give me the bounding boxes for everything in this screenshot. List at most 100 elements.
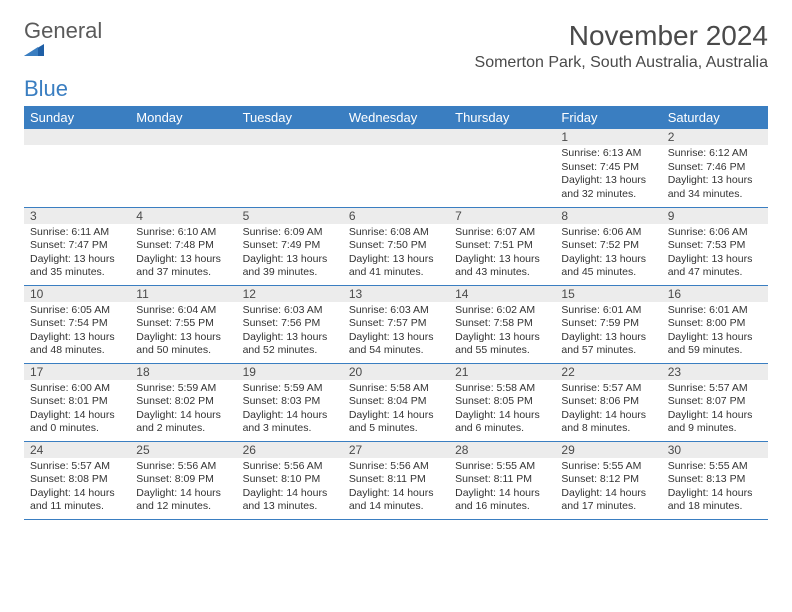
daylight-line: Daylight: 14 hours and 18 minutes.: [668, 487, 762, 514]
calendar-day-cell: 26Sunrise: 5:56 AMSunset: 8:10 PMDayligh…: [237, 441, 343, 519]
sunset-line: Sunset: 7:57 PM: [349, 317, 443, 331]
sunrise-line: Sunrise: 6:04 AM: [136, 304, 230, 318]
calendar-day-cell: 2Sunrise: 6:12 AMSunset: 7:46 PMDaylight…: [662, 129, 768, 207]
daylight-line: Daylight: 14 hours and 6 minutes.: [455, 409, 549, 436]
day-details: Sunrise: 6:00 AMSunset: 8:01 PMDaylight:…: [24, 380, 130, 441]
day-details: Sunrise: 6:05 AMSunset: 7:54 PMDaylight:…: [24, 302, 130, 363]
sunset-line: Sunset: 7:54 PM: [30, 317, 124, 331]
calendar-day-cell: 7Sunrise: 6:07 AMSunset: 7:51 PMDaylight…: [449, 207, 555, 285]
calendar-day-cell: [237, 129, 343, 207]
sunset-line: Sunset: 7:47 PM: [30, 239, 124, 253]
day-number: 8: [555, 208, 661, 224]
day-details: Sunrise: 5:58 AMSunset: 8:05 PMDaylight:…: [449, 380, 555, 441]
sunset-line: Sunset: 7:55 PM: [136, 317, 230, 331]
daylight-line: Daylight: 13 hours and 48 minutes.: [30, 331, 124, 358]
logo: General Blue: [24, 20, 102, 100]
calendar-week-row: 3Sunrise: 6:11 AMSunset: 7:47 PMDaylight…: [24, 207, 768, 285]
calendar-day-cell: 6Sunrise: 6:08 AMSunset: 7:50 PMDaylight…: [343, 207, 449, 285]
day-number: 18: [130, 364, 236, 380]
day-number: 3: [24, 208, 130, 224]
sunset-line: Sunset: 8:09 PM: [136, 473, 230, 487]
day-number: 12: [237, 286, 343, 302]
day-number-bar: [237, 129, 343, 145]
daylight-line: Daylight: 13 hours and 50 minutes.: [136, 331, 230, 358]
sunrise-line: Sunrise: 6:01 AM: [668, 304, 762, 318]
calendar-day-cell: [24, 129, 130, 207]
daylight-line: Daylight: 13 hours and 45 minutes.: [561, 253, 655, 280]
calendar-day-cell: 29Sunrise: 5:55 AMSunset: 8:12 PMDayligh…: [555, 441, 661, 519]
day-number: 21: [449, 364, 555, 380]
sunset-line: Sunset: 8:10 PM: [243, 473, 337, 487]
day-details: Sunrise: 6:07 AMSunset: 7:51 PMDaylight:…: [449, 224, 555, 285]
calendar-day-cell: 21Sunrise: 5:58 AMSunset: 8:05 PMDayligh…: [449, 363, 555, 441]
sunset-line: Sunset: 8:04 PM: [349, 395, 443, 409]
sunset-line: Sunset: 8:08 PM: [30, 473, 124, 487]
day-details: Sunrise: 5:57 AMSunset: 8:06 PMDaylight:…: [555, 380, 661, 441]
weekday-header: Tuesday: [237, 106, 343, 129]
sunrise-line: Sunrise: 6:06 AM: [561, 226, 655, 240]
daylight-line: Daylight: 13 hours and 34 minutes.: [668, 174, 762, 201]
calendar-day-cell: 24Sunrise: 5:57 AMSunset: 8:08 PMDayligh…: [24, 441, 130, 519]
calendar-day-cell: 11Sunrise: 6:04 AMSunset: 7:55 PMDayligh…: [130, 285, 236, 363]
day-number: 28: [449, 442, 555, 458]
calendar-day-cell: 4Sunrise: 6:10 AMSunset: 7:48 PMDaylight…: [130, 207, 236, 285]
day-details: Sunrise: 5:55 AMSunset: 8:13 PMDaylight:…: [662, 458, 768, 519]
calendar-day-cell: 15Sunrise: 6:01 AMSunset: 7:59 PMDayligh…: [555, 285, 661, 363]
day-number: 26: [237, 442, 343, 458]
sunset-line: Sunset: 7:58 PM: [455, 317, 549, 331]
location-text: Somerton Park, South Australia, Australi…: [475, 54, 768, 72]
day-details: Sunrise: 6:04 AMSunset: 7:55 PMDaylight:…: [130, 302, 236, 363]
sunset-line: Sunset: 7:50 PM: [349, 239, 443, 253]
day-number: 30: [662, 442, 768, 458]
sunrise-line: Sunrise: 6:01 AM: [561, 304, 655, 318]
sunrise-line: Sunrise: 6:03 AM: [243, 304, 337, 318]
day-details: Sunrise: 6:10 AMSunset: 7:48 PMDaylight:…: [130, 224, 236, 285]
day-number: 9: [662, 208, 768, 224]
day-number-bar: [130, 129, 236, 145]
day-details: Sunrise: 5:56 AMSunset: 8:11 PMDaylight:…: [343, 458, 449, 519]
sunset-line: Sunset: 8:07 PM: [668, 395, 762, 409]
calendar-table: SundayMondayTuesdayWednesdayThursdayFrid…: [24, 106, 768, 520]
weekday-header: Monday: [130, 106, 236, 129]
calendar-day-cell: [130, 129, 236, 207]
day-number-bar: [449, 129, 555, 145]
sunrise-line: Sunrise: 6:07 AM: [455, 226, 549, 240]
calendar-day-cell: 3Sunrise: 6:11 AMSunset: 7:47 PMDaylight…: [24, 207, 130, 285]
calendar-day-cell: 28Sunrise: 5:55 AMSunset: 8:11 PMDayligh…: [449, 441, 555, 519]
day-number: 19: [237, 364, 343, 380]
calendar-day-cell: [449, 129, 555, 207]
logo-text: General Blue: [24, 20, 102, 100]
sunset-line: Sunset: 8:12 PM: [561, 473, 655, 487]
day-number: 11: [130, 286, 236, 302]
day-number: 25: [130, 442, 236, 458]
calendar-week-row: 1Sunrise: 6:13 AMSunset: 7:45 PMDaylight…: [24, 129, 768, 207]
sunset-line: Sunset: 8:11 PM: [349, 473, 443, 487]
calendar-day-cell: 1Sunrise: 6:13 AMSunset: 7:45 PMDaylight…: [555, 129, 661, 207]
day-number: 23: [662, 364, 768, 380]
daylight-line: Daylight: 13 hours and 43 minutes.: [455, 253, 549, 280]
sunrise-line: Sunrise: 5:58 AM: [349, 382, 443, 396]
sunrise-line: Sunrise: 6:05 AM: [30, 304, 124, 318]
day-details: Sunrise: 6:01 AMSunset: 7:59 PMDaylight:…: [555, 302, 661, 363]
daylight-line: Daylight: 14 hours and 2 minutes.: [136, 409, 230, 436]
sunset-line: Sunset: 8:05 PM: [455, 395, 549, 409]
day-details: Sunrise: 5:59 AMSunset: 8:02 PMDaylight:…: [130, 380, 236, 441]
logo-word2: Blue: [24, 76, 68, 101]
daylight-line: Daylight: 13 hours and 35 minutes.: [30, 253, 124, 280]
sunrise-line: Sunrise: 5:55 AM: [561, 460, 655, 474]
sunset-line: Sunset: 8:02 PM: [136, 395, 230, 409]
day-number: 20: [343, 364, 449, 380]
sunrise-line: Sunrise: 5:58 AM: [455, 382, 549, 396]
calendar-day-cell: 13Sunrise: 6:03 AMSunset: 7:57 PMDayligh…: [343, 285, 449, 363]
day-number: 15: [555, 286, 661, 302]
weekday-header: Saturday: [662, 106, 768, 129]
sunrise-line: Sunrise: 5:55 AM: [668, 460, 762, 474]
sunrise-line: Sunrise: 6:13 AM: [561, 147, 655, 161]
calendar-day-cell: 18Sunrise: 5:59 AMSunset: 8:02 PMDayligh…: [130, 363, 236, 441]
day-details: Sunrise: 5:55 AMSunset: 8:12 PMDaylight:…: [555, 458, 661, 519]
day-number: 6: [343, 208, 449, 224]
sunset-line: Sunset: 7:52 PM: [561, 239, 655, 253]
day-number: 1: [555, 129, 661, 145]
daylight-line: Daylight: 14 hours and 0 minutes.: [30, 409, 124, 436]
sunrise-line: Sunrise: 5:57 AM: [668, 382, 762, 396]
